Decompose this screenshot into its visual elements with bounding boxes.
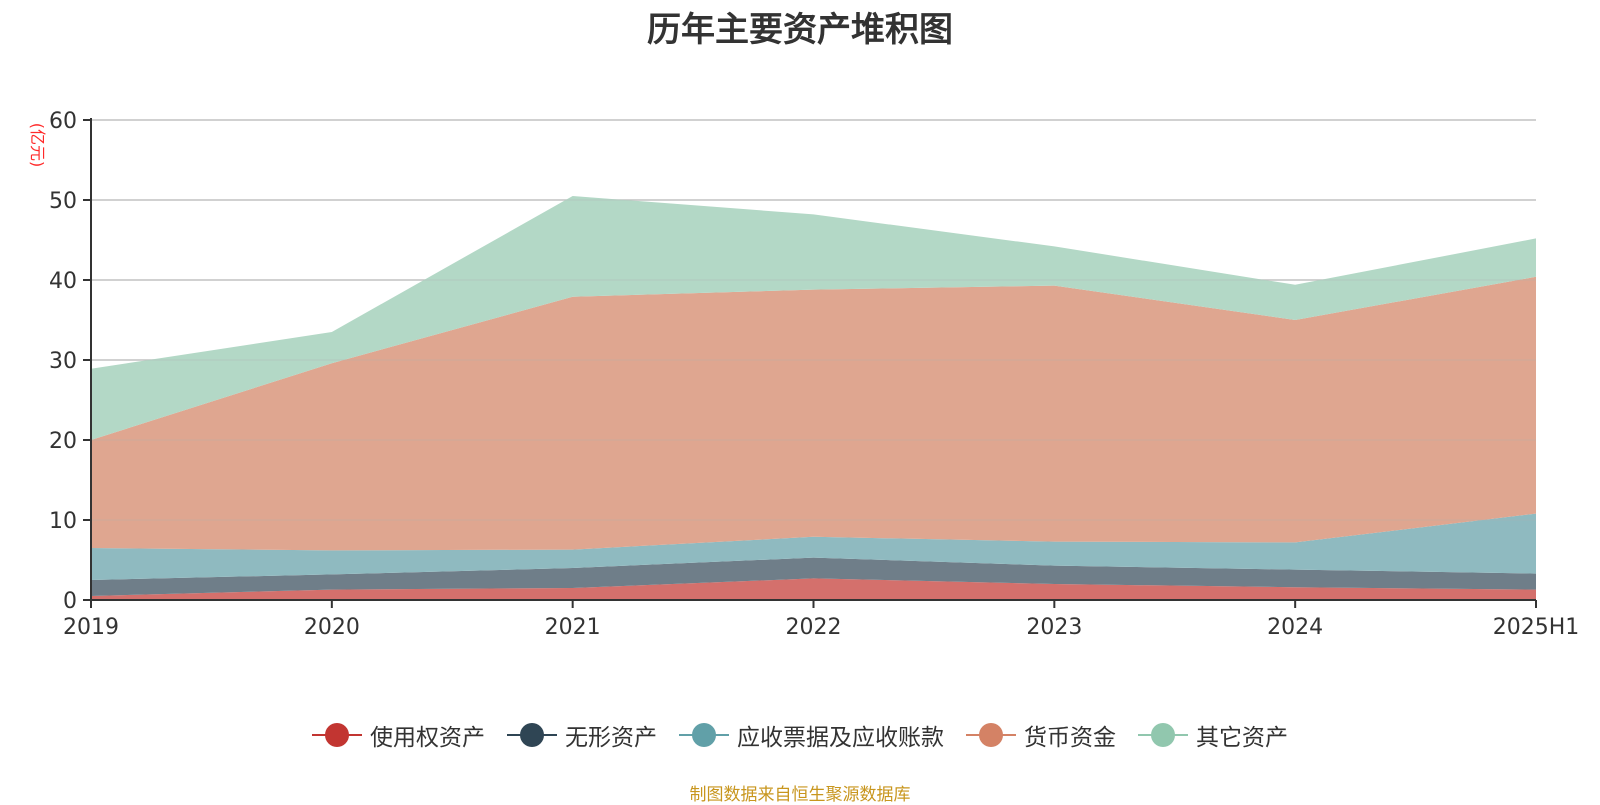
x-tick-label: 2023	[1026, 615, 1082, 640]
axes: 0 10 20 30 40 50 60 2019 2020 2021 2022 2023 2024 202…	[49, 109, 1579, 640]
y-axis-unit-label: (亿元)	[28, 123, 47, 168]
x-tick-label: 2019	[63, 615, 119, 640]
legend-marker	[312, 723, 362, 747]
x-tick-label: 2021	[545, 615, 601, 640]
area-series-1	[91, 578, 1536, 600]
x-tick-label: 2024	[1267, 615, 1323, 640]
chart-title: 历年主要资产堆积图	[647, 10, 953, 50]
y-tick-label: 60	[49, 109, 77, 134]
legend-label: 无形资产	[565, 725, 657, 751]
legend-item-4[interactable]: 货币资金	[966, 718, 1116, 752]
legend-marker	[679, 723, 729, 747]
legend-marker-dot	[325, 723, 349, 747]
y-tick-label: 30	[49, 349, 77, 374]
y-tick-label: 0	[63, 589, 77, 614]
legend-marker-dot	[979, 723, 1003, 747]
legend-item-5[interactable]: 其它资产	[1138, 718, 1288, 752]
x-tick-label: 2025H1	[1493, 615, 1580, 640]
legend-marker-dot	[520, 723, 544, 747]
legend: 使用权资产 无形资产 应收票据及应收账款 货币资金 其它资产	[0, 718, 1600, 752]
source-note: 制图数据来自恒生聚源数据库	[689, 785, 911, 805]
legend-marker-dot	[692, 723, 716, 747]
x-tick-label: 2022	[786, 615, 842, 640]
y-tick-label: 50	[49, 189, 77, 214]
legend-item-3[interactable]: 应收票据及应收账款	[679, 718, 944, 752]
legend-label: 使用权资产	[370, 725, 485, 751]
legend-label: 货币资金	[1024, 725, 1116, 751]
legend-label: 应收票据及应收账款	[737, 725, 944, 751]
area-series-3	[91, 513, 1536, 580]
area-series-4	[91, 276, 1536, 551]
legend-marker	[1138, 723, 1188, 747]
legend-marker	[507, 723, 557, 747]
y-tick-label: 20	[49, 429, 77, 454]
legend-item-1[interactable]: 使用权资产	[312, 718, 485, 752]
y-tick-label: 10	[49, 509, 77, 534]
y-tick-label: 40	[49, 269, 77, 294]
legend-item-2[interactable]: 无形资产	[507, 718, 657, 752]
area-series-5	[91, 196, 1536, 440]
legend-label: 其它资产	[1196, 725, 1288, 751]
stacked-areas	[91, 119, 1536, 600]
legend-marker-dot	[1151, 723, 1175, 747]
legend-marker	[966, 723, 1016, 747]
x-tick-label: 2020	[304, 615, 360, 640]
area-series-2	[91, 557, 1536, 596]
